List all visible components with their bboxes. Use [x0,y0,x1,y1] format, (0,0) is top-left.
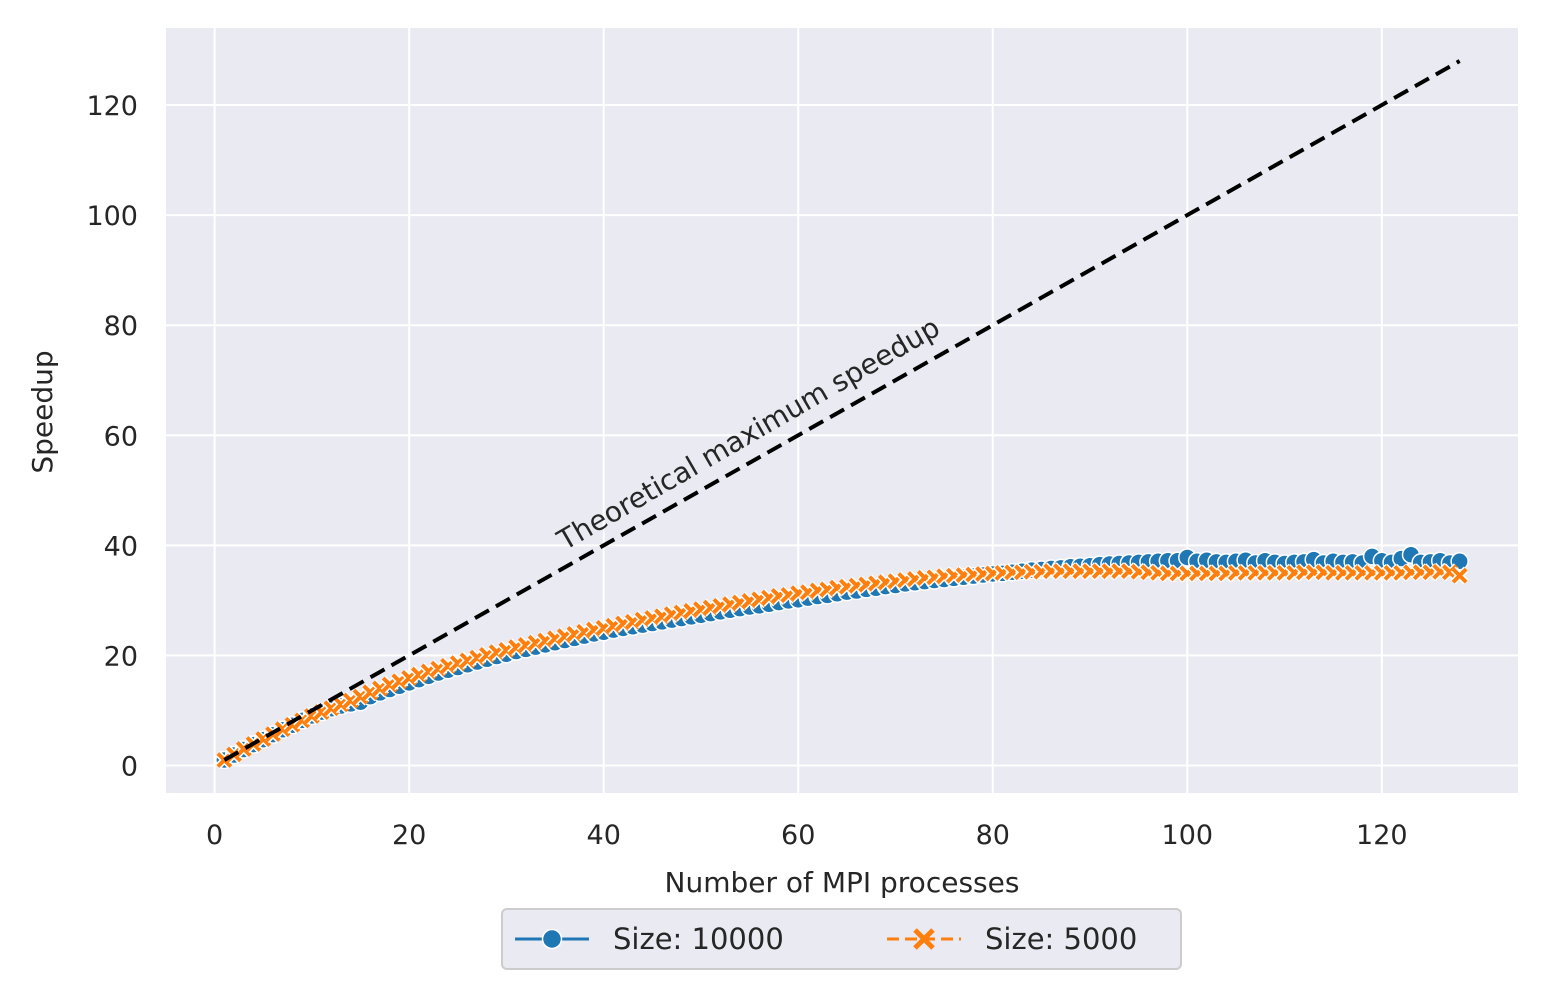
legend-item-size-10000: Size: 10000 [515,922,784,956]
x-tick-label: 0 [206,820,223,851]
y-tick-label: 60 [104,421,138,452]
series-group [215,545,1469,770]
legend: Size: 10000 Size: 5000 [501,908,1182,970]
x-tick-label: 80 [976,820,1010,851]
data-point [352,688,369,705]
y-tick-label: 40 [104,531,138,562]
y-tick-label: 120 [86,91,138,122]
x-tick-label: 20 [392,820,426,851]
x-tick-label: 40 [587,820,621,851]
legend-box [501,908,1182,970]
legend-label-size-10000: Size: 10000 [613,922,784,956]
data-point [274,721,291,738]
x-axis-label: Number of MPI processes [665,866,1020,899]
data-point [1451,567,1468,584]
x-tick-label: 100 [1162,820,1214,851]
y-tick-label: 0 [121,751,138,782]
grid-lines [166,28,1518,793]
series-size-5000 [215,562,1469,769]
legend-item-size-5000: Size: 5000 [887,922,1137,956]
y-tick-label: 100 [86,201,138,232]
y-axis-label: Speedup [26,350,59,473]
legend-label-size-5000: Size: 5000 [985,922,1137,956]
ideal-speedup-line [223,59,1461,762]
ideal-speedup-path [223,59,1461,762]
legend-x-marker-icon [913,928,935,950]
tick-labels: 0 20 40 60 80 100 120 0 20 40 60 80 100 120 [86,91,1407,851]
y-tick-label: 80 [104,311,138,342]
legend-circle-marker-icon [541,928,563,950]
data-point [294,712,311,729]
x-tick-label: 60 [781,820,815,851]
x-tick-label: 120 [1356,820,1408,851]
y-tick-label: 20 [104,641,138,672]
